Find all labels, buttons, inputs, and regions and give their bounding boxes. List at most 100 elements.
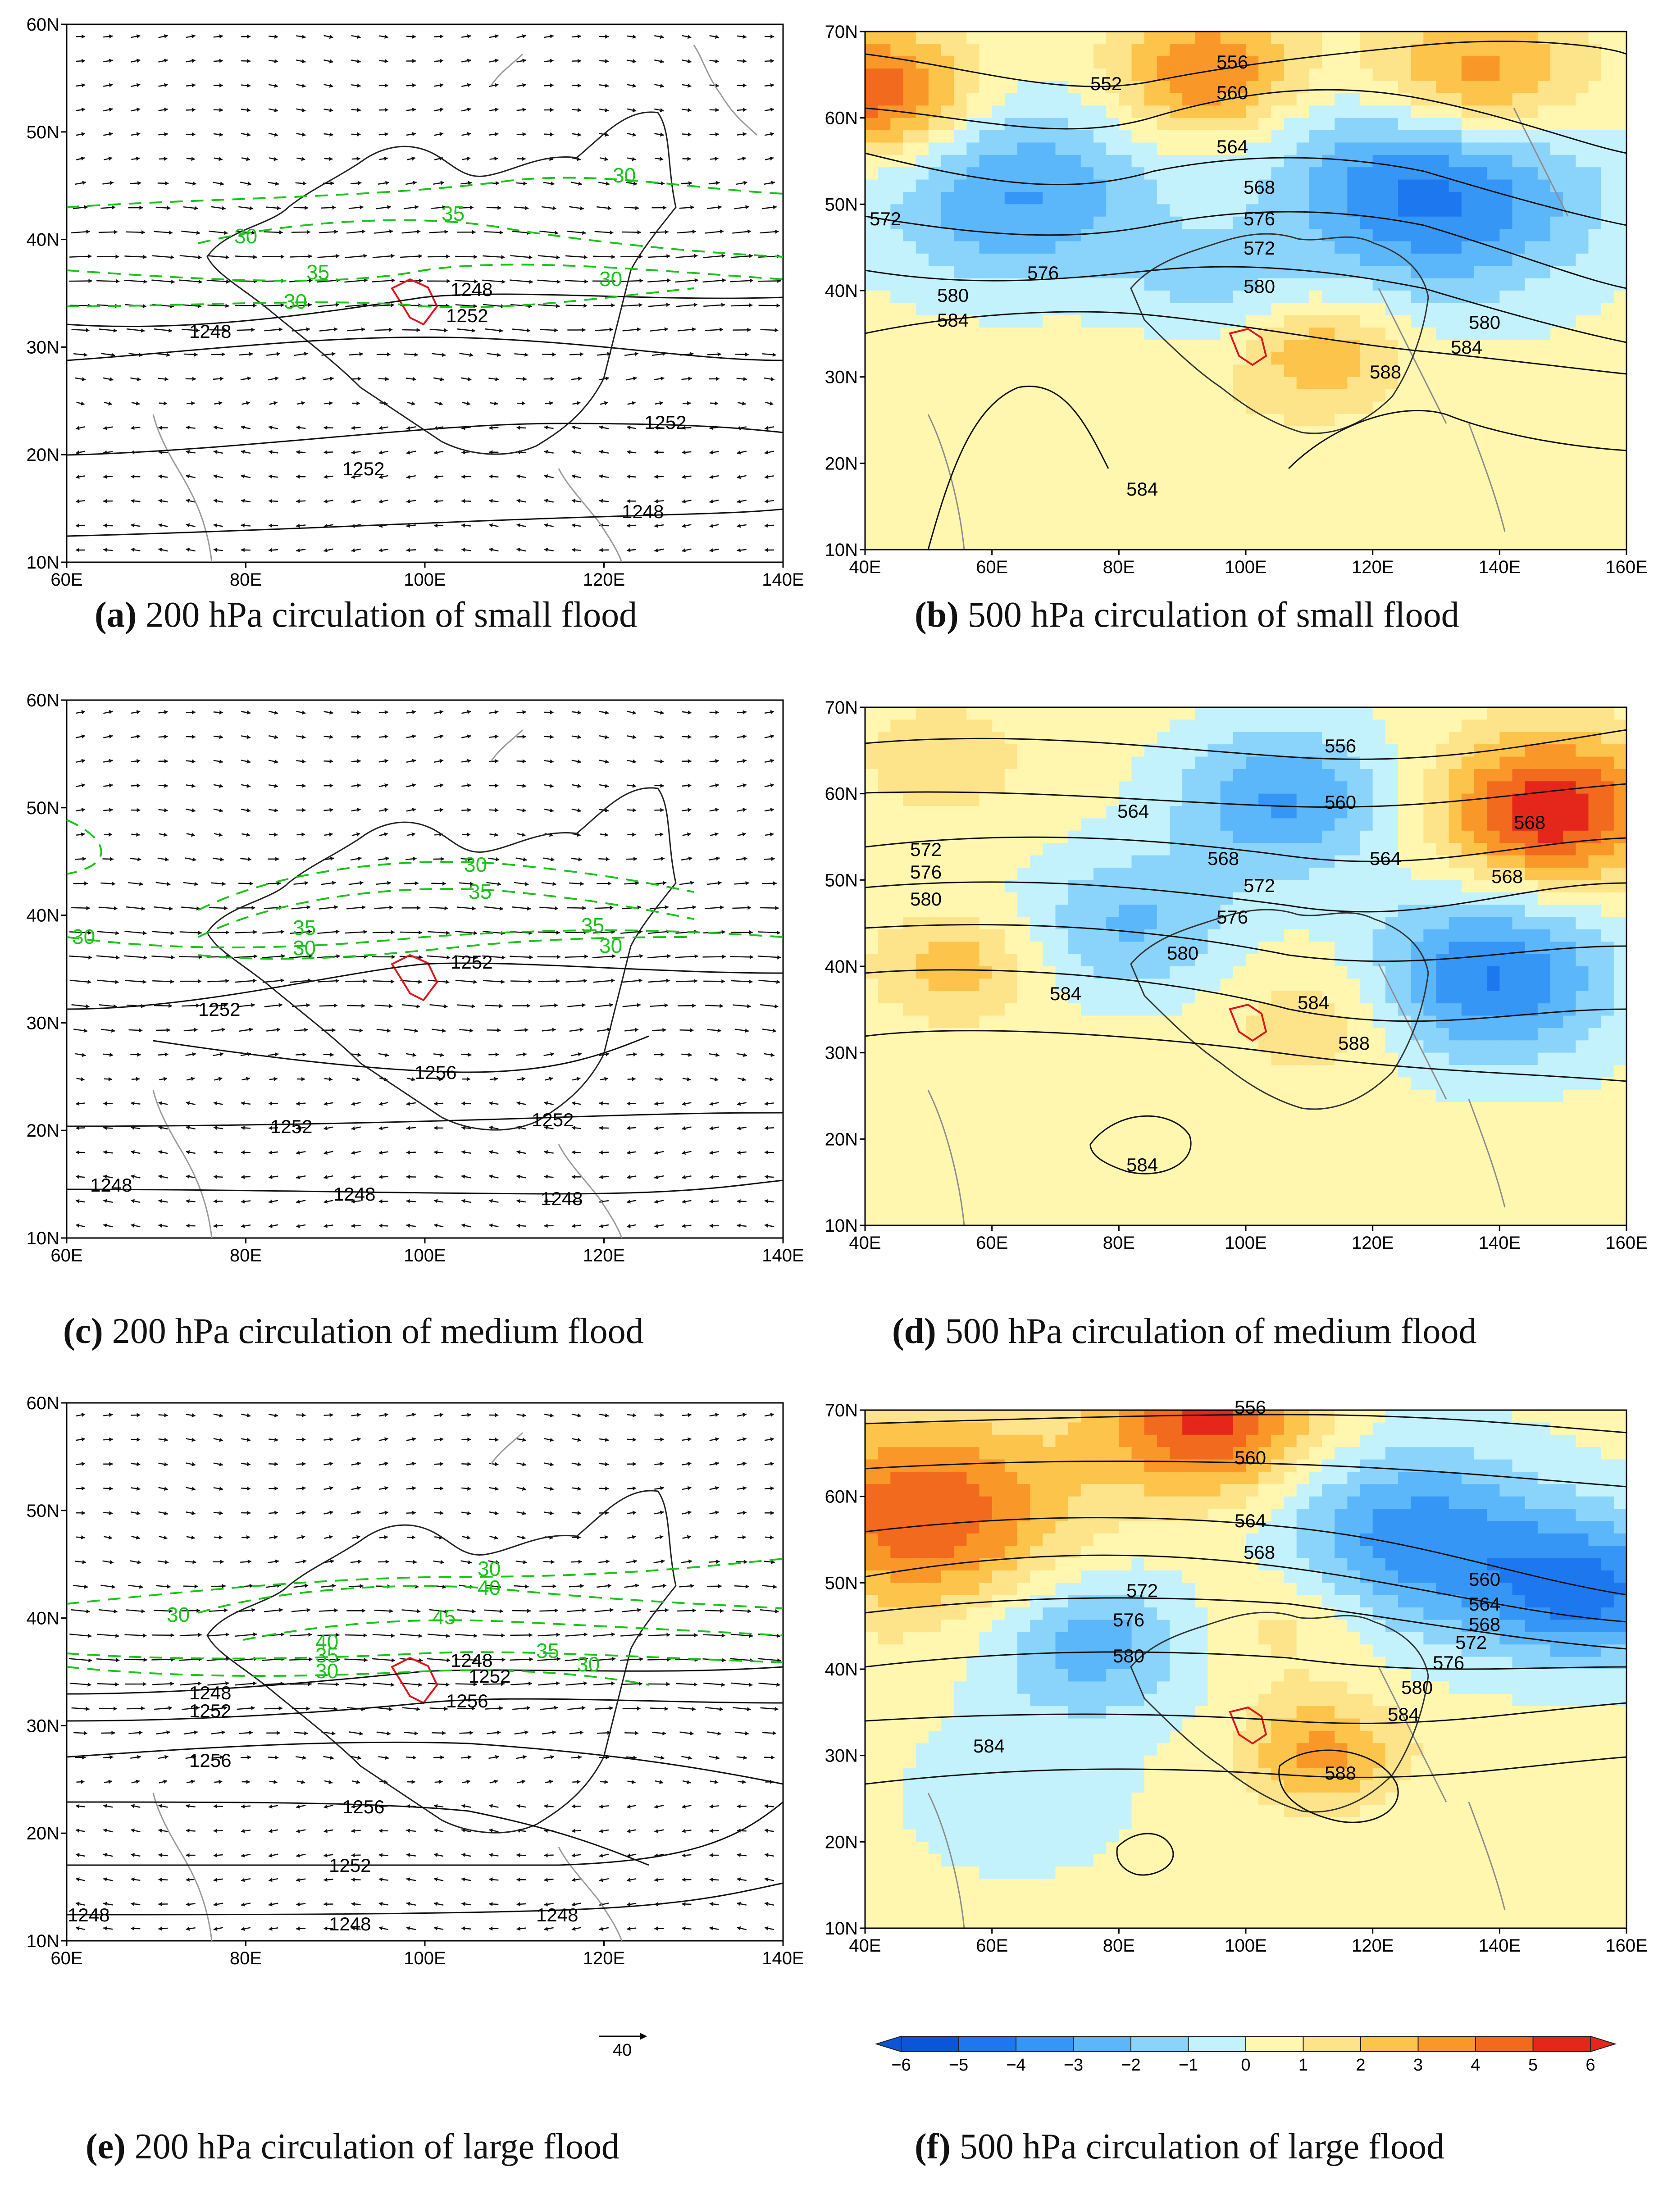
anomaly-cell <box>1474 389 1487 402</box>
wind-vector-head <box>489 1174 493 1179</box>
anomaly-cell <box>1398 179 1411 192</box>
wind-vector-head <box>306 1003 310 1008</box>
anomaly-cell <box>1423 142 1437 155</box>
anomaly-cell <box>1613 315 1627 328</box>
anomaly-cell <box>890 364 904 378</box>
anomaly-cell <box>1436 68 1449 82</box>
anomaly-cell <box>878 130 891 143</box>
wind-vector-head <box>444 328 448 332</box>
anomaly-cell <box>1296 118 1310 131</box>
wind-vector-head <box>577 759 581 764</box>
wind-vector-head <box>308 254 312 259</box>
wind-vector-head <box>661 181 665 186</box>
anomaly-cell <box>1360 32 1373 44</box>
anomaly-cell <box>890 500 904 513</box>
wind-vector-head <box>412 107 416 112</box>
wind-vector-head <box>391 278 395 283</box>
isotach-label: 30 <box>464 853 487 876</box>
anomaly-cell <box>1385 241 1399 254</box>
wind-vector <box>730 255 753 258</box>
anomaly-cell <box>1322 81 1335 94</box>
wind-vector-head <box>662 881 667 885</box>
wind-vector-head <box>80 401 85 406</box>
anomaly-cell <box>928 241 942 254</box>
wind-vector-head <box>170 931 174 935</box>
anomaly-cell <box>1004 44 1018 57</box>
anomaly-cell <box>878 56 891 69</box>
anomaly-cell <box>979 142 993 155</box>
anomaly-cell <box>928 81 942 94</box>
wind-vector-head <box>714 832 719 837</box>
wind-vector-head <box>329 710 333 715</box>
anomaly-cell <box>1398 130 1411 143</box>
anomaly-cell <box>1360 401 1373 414</box>
anomaly-cell <box>878 118 891 131</box>
isotach-label: 30 <box>293 936 316 960</box>
anomaly-cell <box>1017 340 1030 353</box>
anomaly-cell <box>1170 56 1183 69</box>
anomaly-cell <box>1563 179 1576 192</box>
wind-vector-head <box>109 377 114 382</box>
anomaly-cell <box>1449 155 1462 168</box>
anomaly-cell <box>1246 340 1259 353</box>
anomaly-cell <box>1537 68 1551 82</box>
wind-vector-head <box>604 157 608 161</box>
wind-vector-head <box>664 327 668 332</box>
anomaly-cell <box>1613 463 1627 476</box>
lat-tick-label: 50N <box>27 123 59 142</box>
anomaly-cell <box>1436 32 1449 44</box>
wind-vector-head <box>269 474 273 479</box>
wind-vector-head <box>654 499 658 504</box>
anomaly-cell <box>1170 414 1183 427</box>
anomaly-cell <box>1119 537 1132 550</box>
anomaly-cell <box>1335 389 1348 402</box>
lat-tick-label: 20N <box>825 454 858 473</box>
anomaly-cell <box>992 426 1005 439</box>
wind-vector-head <box>274 759 278 764</box>
wind-vector-head <box>550 759 554 764</box>
anomaly-cell <box>1017 118 1030 131</box>
anomaly-cell <box>890 303 904 316</box>
anomaly-cell <box>1550 93 1563 106</box>
anomaly-cell <box>1601 340 1614 353</box>
wind-vector-head <box>439 734 444 739</box>
wind-vector-head <box>241 1101 245 1106</box>
wind-vector-head <box>627 499 630 503</box>
wind-vector-head <box>577 132 581 137</box>
wind-vector-head <box>301 35 306 39</box>
wind-vector-head <box>718 205 722 209</box>
wind-vector-head <box>571 1101 576 1106</box>
wind-vector-head <box>278 327 282 332</box>
anomaly-cell <box>1080 315 1094 328</box>
anomaly-cell <box>1043 438 1056 451</box>
wind-vector-head <box>599 1224 603 1228</box>
anomaly-cell <box>1499 537 1513 550</box>
anomaly-cell <box>1487 44 1500 57</box>
anomaly-cell <box>1411 426 1424 439</box>
anomaly-cell <box>1525 377 1538 390</box>
wind-vector-head <box>743 783 747 787</box>
anomaly-cell <box>1398 142 1411 155</box>
wind-vector-head <box>770 83 774 87</box>
anomaly-cell <box>1322 253 1335 266</box>
wind-vector-head <box>363 254 367 258</box>
wind-vector-head <box>605 783 609 788</box>
anomaly-cell <box>1106 707 1119 720</box>
wind-vector <box>482 279 506 283</box>
anomaly-cell <box>1385 56 1399 69</box>
wind-vector-head <box>351 1126 355 1130</box>
anomaly-cell <box>1487 537 1500 550</box>
anomaly-cell <box>1296 352 1310 365</box>
anomaly-cell <box>1411 118 1424 131</box>
anomaly-cell <box>1296 32 1310 44</box>
lon-tick-label: 80E <box>230 1246 262 1265</box>
anomaly-cell <box>1550 278 1563 291</box>
anomaly-cell <box>1284 463 1297 476</box>
wind-vector-head <box>582 231 586 235</box>
wind-vector-head <box>281 929 285 934</box>
anomaly-cell <box>1157 32 1170 44</box>
wind-vector <box>372 931 395 933</box>
anomaly-cell <box>1385 105 1399 118</box>
wind-vector-head <box>632 401 636 405</box>
anomaly-cell <box>1537 142 1551 155</box>
